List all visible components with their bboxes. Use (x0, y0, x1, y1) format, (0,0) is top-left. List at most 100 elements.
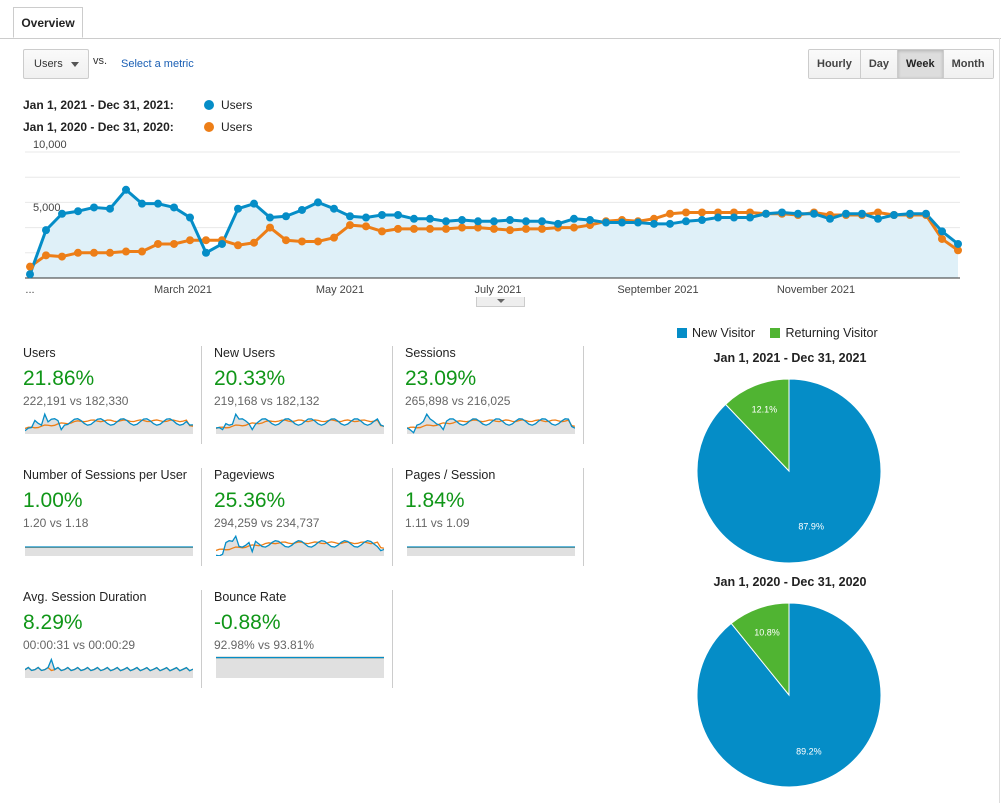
data-point[interactable] (378, 227, 386, 236)
data-point[interactable] (410, 224, 418, 233)
pie-slice-returning-visitor[interactable] (730, 602, 790, 697)
data-point[interactable] (346, 212, 354, 221)
data-point[interactable] (330, 233, 338, 242)
data-point[interactable] (202, 248, 210, 257)
data-point[interactable] (506, 216, 514, 225)
data-point[interactable] (570, 214, 578, 223)
data-point[interactable] (810, 209, 818, 218)
data-point[interactable] (730, 213, 738, 222)
data-point[interactable] (90, 248, 98, 257)
data-point[interactable] (314, 198, 322, 207)
data-point[interactable] (42, 226, 50, 235)
data-point[interactable] (746, 213, 754, 222)
data-point[interactable] (26, 262, 34, 271)
data-point[interactable] (74, 248, 82, 257)
data-point[interactable] (522, 224, 530, 233)
data-point[interactable] (410, 214, 418, 223)
data-point[interactable] (458, 216, 466, 225)
data-point[interactable] (282, 236, 290, 245)
data-point[interactable] (170, 239, 178, 248)
data-point[interactable] (506, 226, 514, 235)
data-point[interactable] (394, 224, 402, 233)
data-point[interactable] (378, 211, 386, 219)
data-point[interactable] (586, 216, 594, 225)
select-metric-link[interactable]: Select a metric (121, 58, 194, 70)
data-point[interactable] (538, 224, 546, 233)
data-point[interactable] (666, 209, 674, 218)
data-point[interactable] (778, 208, 786, 217)
data-point[interactable] (554, 219, 562, 228)
data-point[interactable] (106, 248, 114, 257)
pie-slice-returning-visitor[interactable] (724, 378, 790, 473)
data-point[interactable] (490, 217, 498, 226)
data-point[interactable] (250, 199, 258, 208)
data-point[interactable] (458, 223, 466, 232)
data-point[interactable] (298, 205, 306, 214)
data-point[interactable] (106, 204, 114, 213)
data-point[interactable] (426, 214, 434, 223)
data-point[interactable] (858, 209, 866, 218)
data-point[interactable] (202, 236, 210, 245)
data-point[interactable] (90, 203, 98, 212)
data-point[interactable] (538, 217, 546, 226)
data-point[interactable] (26, 270, 34, 279)
hourly-button[interactable]: Hourly (809, 50, 861, 78)
tab-overview[interactable]: Overview (13, 7, 83, 38)
data-point[interactable] (58, 209, 66, 218)
data-point[interactable] (890, 211, 898, 219)
data-point[interactable] (442, 217, 450, 226)
data-point[interactable] (74, 207, 82, 216)
data-point[interactable] (794, 209, 802, 218)
data-point[interactable] (362, 213, 370, 222)
data-point[interactable] (762, 209, 770, 218)
data-point[interactable] (122, 185, 130, 194)
users-line-chart[interactable]: 10,000 5,000... March 2021 May 2021 July 202… (0, 140, 1001, 300)
data-point[interactable] (282, 212, 290, 221)
data-point[interactable] (906, 209, 914, 218)
metric-tile[interactable]: Avg. Session Duration 8.29% 00:00:31 vs 00… (23, 590, 203, 690)
data-point[interactable] (634, 218, 642, 227)
metric-tile[interactable]: Pageviews 25.36% 294,259 vs 234,737 (214, 468, 394, 568)
data-point[interactable] (42, 251, 50, 260)
data-point[interactable] (666, 219, 674, 228)
data-point[interactable] (602, 218, 610, 227)
data-point[interactable] (266, 223, 274, 232)
metric-tile[interactable]: Users 21.86% 222,191 vs 182,330 (23, 346, 203, 446)
metric-tile[interactable]: Bounce Rate -0.88% 92.98% vs 93.81% (214, 590, 394, 690)
data-point[interactable] (650, 219, 658, 228)
data-point[interactable] (138, 199, 146, 208)
data-point[interactable] (138, 247, 146, 256)
metric-tile[interactable]: Sessions 23.09% 265,898 vs 216,025 (405, 346, 585, 446)
data-point[interactable] (842, 209, 850, 218)
day-button[interactable]: Day (860, 50, 899, 78)
data-point[interactable] (682, 208, 690, 217)
data-point[interactable] (346, 221, 354, 230)
data-point[interactable] (154, 239, 162, 248)
metric-tile[interactable]: New Users 20.33% 219,168 vs 182,132 (214, 346, 394, 446)
data-point[interactable] (234, 241, 242, 250)
data-point[interactable] (442, 224, 450, 233)
week-button[interactable]: Week (898, 50, 944, 78)
data-point[interactable] (490, 224, 498, 233)
data-point[interactable] (618, 218, 626, 227)
data-point[interactable] (682, 217, 690, 226)
data-point[interactable] (362, 222, 370, 231)
data-point[interactable] (954, 246, 962, 255)
data-point[interactable] (474, 223, 482, 232)
data-point[interactable] (922, 209, 930, 218)
data-point[interactable] (186, 236, 194, 245)
data-point[interactable] (186, 213, 194, 222)
data-point[interactable] (938, 234, 946, 243)
data-point[interactable] (170, 203, 178, 212)
data-point[interactable] (938, 227, 946, 236)
data-point[interactable] (474, 217, 482, 226)
data-point[interactable] (826, 214, 834, 223)
data-point[interactable] (714, 213, 722, 222)
data-point[interactable] (154, 199, 162, 208)
data-point[interactable] (122, 247, 130, 256)
pie-chart-2020[interactable]: 10.8% 89.2% (696, 602, 882, 788)
data-point[interactable] (698, 208, 706, 217)
pie-chart-2021[interactable]: 12.1% 87.9% (696, 378, 882, 564)
data-point[interactable] (874, 208, 882, 217)
chart-resize-handle[interactable] (476, 297, 525, 307)
